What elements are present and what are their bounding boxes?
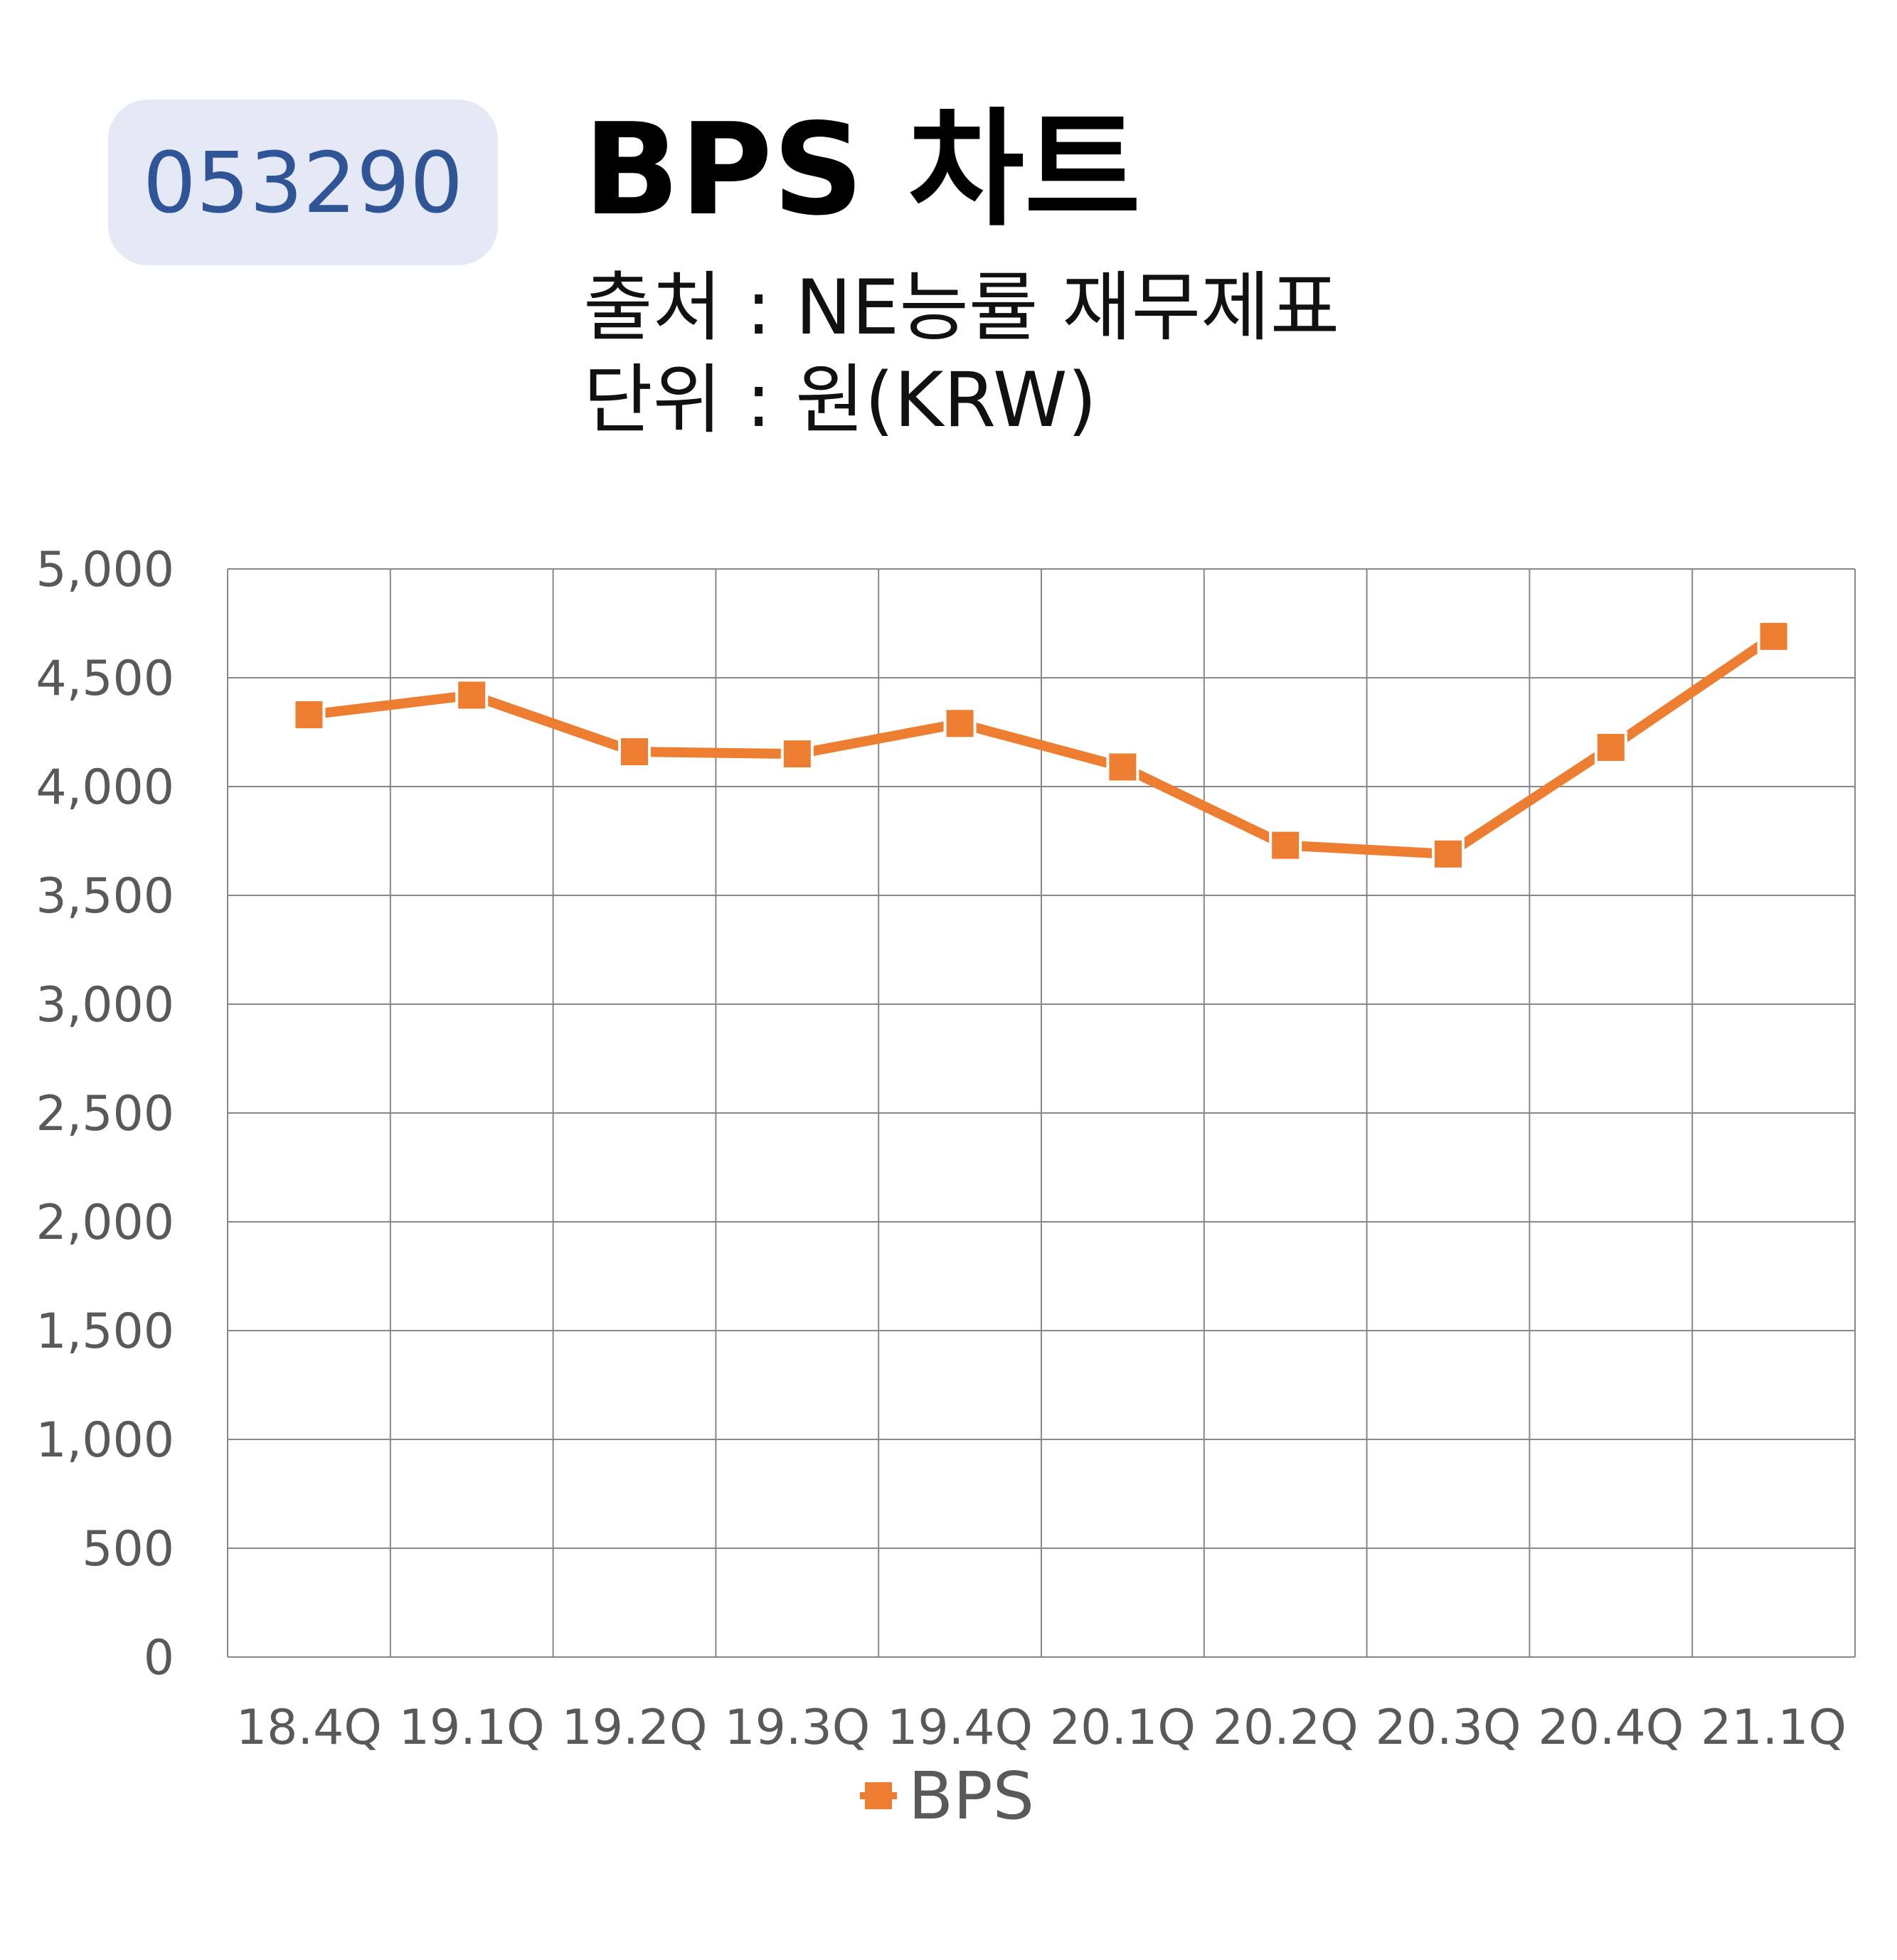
data-point-marker [292,698,326,732]
unit-line: 단위 : 원(KRW) [583,356,1098,444]
data-point-marker [455,678,489,712]
data-point-marker [1269,829,1302,862]
data-point-marker [780,737,814,771]
y-tick-label: 1,500 [36,1304,174,1360]
x-tick-label: 21.1Q [1701,1700,1846,1756]
y-tick-label: 2,500 [36,1086,174,1142]
x-tick-label: 19.1Q [399,1700,545,1756]
x-tick-label: 20.3Q [1376,1700,1521,1756]
data-point-marker [1432,837,1465,870]
y-tick-label: 5,000 [36,542,174,598]
x-tick-label: 20.1Q [1050,1700,1196,1756]
y-tick-label: 1,000 [36,1412,174,1469]
series-line-bps [308,632,1777,859]
x-tick-label: 20.4Q [1538,1700,1684,1756]
ticker-code: 053290 [142,133,464,232]
y-tick-label: 500 [82,1521,174,1577]
x-tick-label: 18.4Q [236,1700,382,1756]
legend-label: BPS [908,1758,1034,1834]
data-point-marker [1594,730,1627,764]
y-tick-label: 3,500 [36,868,174,925]
x-tick-label: 19.3Q [724,1700,870,1756]
data-point-marker [943,707,977,740]
y-tick-label: 2,000 [36,1195,174,1251]
y-tick-label: 4,000 [36,760,174,816]
data-point-marker [618,735,651,769]
source-line: 출처 : NE능률 재무제표 [583,264,1340,351]
ticker-badge: 053290 [108,100,498,265]
x-tick-label: 20.2Q [1213,1700,1359,1756]
y-tick-label: 4,500 [36,651,174,707]
data-point-marker [1106,750,1139,784]
y-tick-label: 0 [144,1630,174,1686]
x-tick-label: 19.4Q [887,1700,1033,1756]
data-point-marker [1757,619,1790,653]
chart-title: BPS 차트 [583,96,1141,243]
legend-marker-icon [865,1782,892,1809]
x-tick-label: 19.2Q [562,1700,708,1756]
y-tick-label: 3,000 [36,977,174,1033]
